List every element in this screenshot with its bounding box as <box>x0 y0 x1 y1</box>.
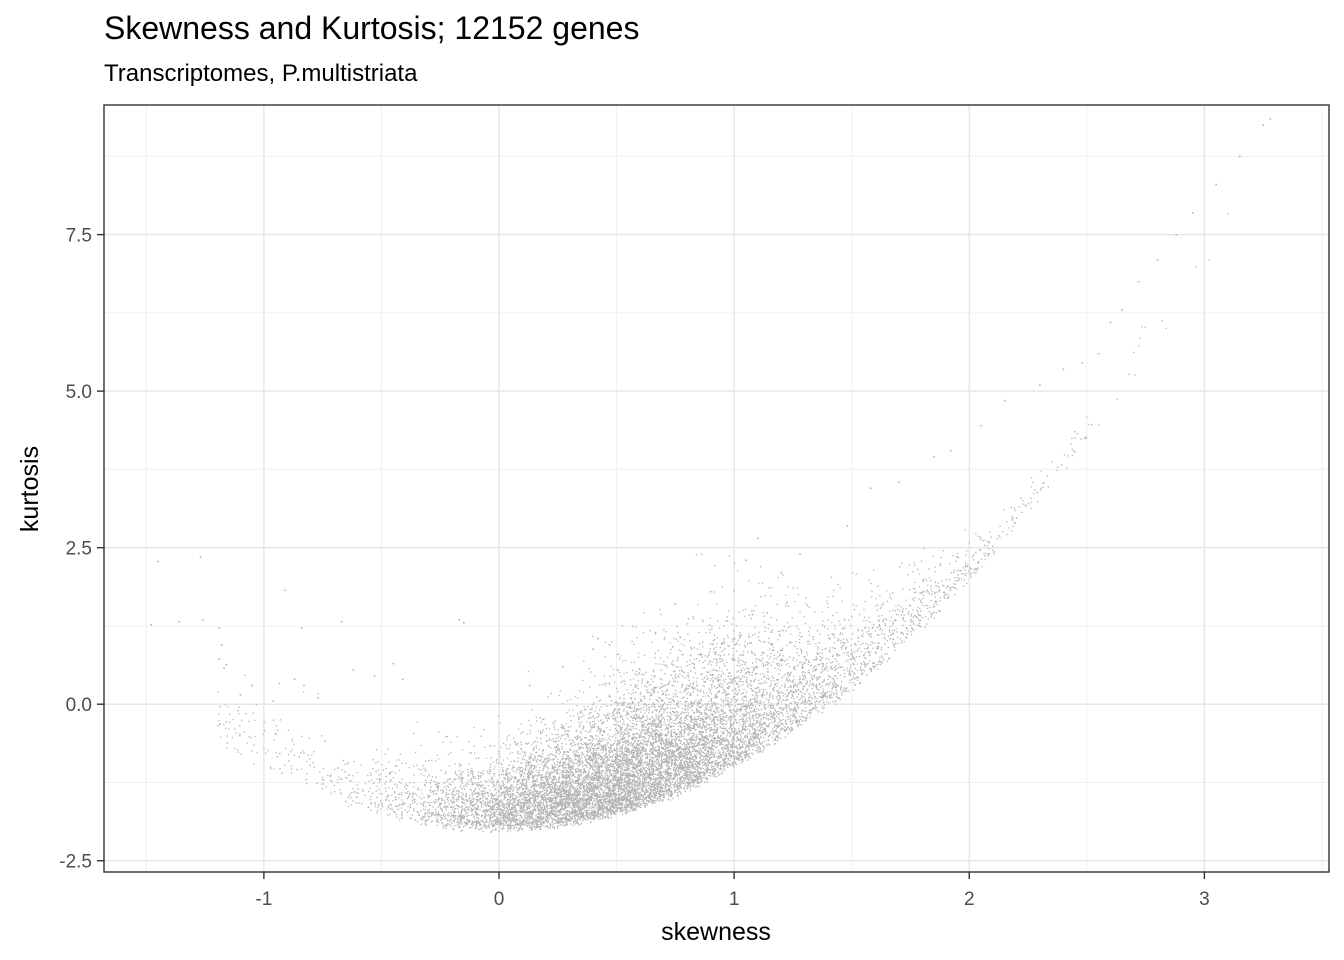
y-axis-title: kurtosis <box>16 446 44 532</box>
scatter-point <box>1215 183 1218 186</box>
scatter-point <box>1097 352 1100 355</box>
scatter-point <box>1109 321 1112 324</box>
y-axis: -2.5 0.0 2.5 5.0 7.5 <box>59 226 104 873</box>
scatter-point <box>373 675 376 677</box>
scatter-point <box>458 618 460 621</box>
x-axis-title: skewness <box>661 918 771 946</box>
scatter-point <box>597 637 599 640</box>
plot-panel-border <box>103 104 1330 873</box>
x-tick-label: -1 <box>255 889 272 910</box>
x-tick-label: 3 <box>1199 889 1210 910</box>
scatter-point <box>799 553 801 555</box>
scatter-point <box>592 648 594 651</box>
x-tick-label: 1 <box>729 889 740 910</box>
scatter-point <box>1003 399 1006 402</box>
scatter-point <box>202 618 204 621</box>
data-points-sample <box>150 118 1272 712</box>
scatter-point <box>1262 124 1265 126</box>
scatter-point <box>463 622 465 624</box>
scatter-point <box>352 669 355 671</box>
x-tick-label: 2 <box>964 889 975 910</box>
scatter-point <box>756 537 759 540</box>
scatter-point <box>218 627 221 629</box>
scatter-point <box>815 700 818 702</box>
scatter-point <box>223 667 225 669</box>
scatter-point <box>199 556 202 558</box>
scatter-point <box>1121 309 1123 311</box>
scatter-point <box>1039 384 1041 386</box>
scatter-point <box>674 603 677 605</box>
scatter-point <box>1269 118 1272 120</box>
scatter-point <box>780 572 783 574</box>
scatter-point <box>272 700 275 702</box>
scatter-point <box>293 678 296 681</box>
scatter-point <box>392 662 395 665</box>
scatter-point <box>869 487 872 490</box>
scatter-point <box>220 644 223 646</box>
scatter-point <box>225 664 228 666</box>
scatter-point <box>1081 362 1084 364</box>
scatter-point <box>150 623 152 626</box>
scatter-point <box>303 684 305 687</box>
scatter-point <box>237 709 239 712</box>
scatter-point <box>846 525 848 527</box>
scatter-point <box>1062 368 1065 371</box>
scatter-point <box>898 481 900 483</box>
x-axis: -1 0 1 2 3 <box>255 872 1210 910</box>
scatter-point <box>1156 258 1159 261</box>
scatter-point <box>709 590 712 593</box>
y-tick-label: 0.0 <box>66 695 92 716</box>
y-tick-label: 2.5 <box>66 539 92 560</box>
scatter-point <box>317 697 319 699</box>
chart-subtitle: Transcriptomes, P.multistriata <box>104 60 418 87</box>
y-tick-label: 5.0 <box>66 382 92 403</box>
scatter-point <box>1175 233 1178 236</box>
scatter-point <box>1137 280 1140 283</box>
chart-title: Skewness and Kurtosis; 12152 genes <box>104 10 640 46</box>
scatter-point <box>528 684 531 687</box>
grid-minor <box>104 105 1329 872</box>
scatter-point <box>239 694 242 696</box>
plot-panel-background <box>104 105 1329 872</box>
scatter-point <box>157 560 159 563</box>
scatter-point <box>401 678 404 681</box>
scatter-point <box>1191 211 1194 214</box>
scatter-point <box>561 665 564 668</box>
scatter-point <box>340 620 343 623</box>
scatter-point <box>178 620 181 623</box>
scatter-point <box>608 644 611 646</box>
scatter-point <box>300 627 303 629</box>
scatter-point <box>980 424 982 427</box>
scatter-point <box>251 684 254 687</box>
scatter-point <box>745 559 747 562</box>
scatter-point <box>284 589 286 592</box>
x-tick-label: 0 <box>494 889 505 910</box>
y-tick-label: -2.5 <box>59 852 92 873</box>
scatter-point <box>1238 155 1241 158</box>
scatter-point <box>218 658 221 661</box>
scatter-point <box>933 456 935 458</box>
scatter-point <box>949 449 952 452</box>
y-tick-label: 7.5 <box>66 226 92 247</box>
